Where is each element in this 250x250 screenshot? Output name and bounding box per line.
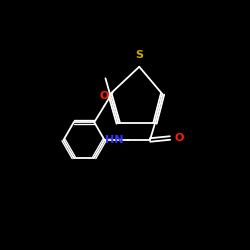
Text: O: O	[100, 91, 109, 101]
Text: O: O	[174, 133, 184, 143]
Text: S: S	[135, 50, 143, 60]
Text: HN: HN	[105, 135, 124, 145]
